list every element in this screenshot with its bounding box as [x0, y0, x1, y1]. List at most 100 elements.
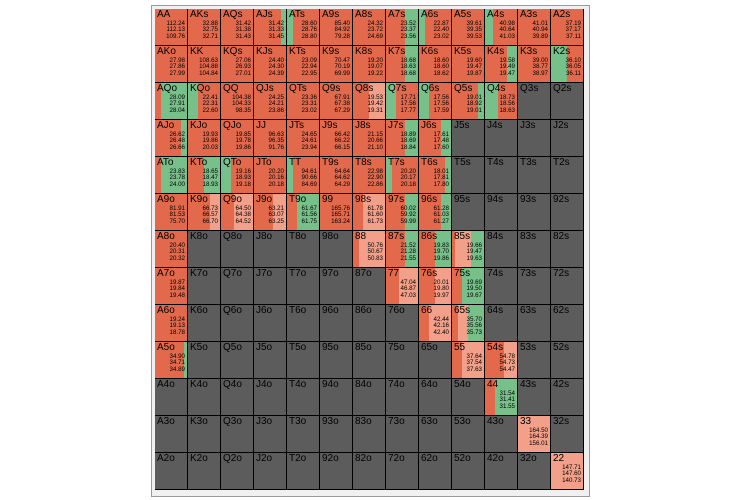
hand-cell-98s[interactable]: 98s 61.78 61.60 61.73 — [353, 194, 386, 231]
hand-cell-T5o[interactable]: T5o — [287, 342, 320, 379]
hand-cell-92s[interactable]: 92s — [551, 194, 584, 231]
hand-cell-54s[interactable]: 54s 54.78 54.73 54.47 — [485, 342, 518, 379]
hand-cell-A4o[interactable]: A4o — [155, 379, 188, 416]
hand-cell-Q5s[interactable]: Q5s 19.01 18.92 19.01 — [452, 83, 485, 120]
hand-cell-J2o[interactable]: J2o — [254, 453, 287, 490]
hand-cell-97o[interactable]: 97o — [320, 268, 353, 305]
hand-cell-QQ[interactable]: QQ 104.38 104.33 98.35 — [221, 83, 254, 120]
hand-cell-44[interactable]: 44 31.54 31.41 31.55 — [485, 379, 518, 416]
hand-cell-A6o[interactable]: A6o 19.24 19.13 18.78 — [155, 305, 188, 342]
hand-cell-66[interactable]: 66 42.44 42.16 42.40 — [419, 305, 452, 342]
hand-cell-98o[interactable]: 98o — [320, 231, 353, 268]
hand-cell-Q7s[interactable]: Q7s 17.71 17.56 17.77 — [386, 83, 419, 120]
hand-cell-Q4o[interactable]: Q4o — [221, 379, 254, 416]
hand-cell-84s[interactable]: 84s — [485, 231, 518, 268]
hand-cell-Q8s[interactable]: Q8s 19.53 19.42 19.31 — [353, 83, 386, 120]
hand-cell-K8s[interactable]: K8s 19.20 19.07 19.22 — [353, 46, 386, 83]
hand-cell-22[interactable]: 22 147.71 147.60 140.73 — [551, 453, 584, 490]
hand-cell-95o[interactable]: 95o — [320, 342, 353, 379]
hand-cell-83s[interactable]: 83s — [518, 231, 551, 268]
hand-cell-K2o[interactable]: K2o — [188, 453, 221, 490]
hand-cell-JTs[interactable]: JTs 24.65 24.61 23.94 — [287, 120, 320, 157]
hand-cell-Q3o[interactable]: Q3o — [221, 416, 254, 453]
hand-cell-KJo[interactable]: KJo 19.93 19.86 20.03 — [188, 120, 221, 157]
hand-cell-T9o[interactable]: T9o 61.67 61.56 61.75 — [287, 194, 320, 231]
hand-cell-Q2o[interactable]: Q2o — [221, 453, 254, 490]
hand-cell-A9o[interactable]: A9o 81.91 81.53 75.70 — [155, 194, 188, 231]
hand-cell-AJs[interactable]: AJs 31.42 31.33 31.45 — [254, 9, 287, 46]
hand-cell-86s[interactable]: 86s 19.83 19.70 19.86 — [419, 231, 452, 268]
hand-cell-J7s[interactable]: J7s 18.89 18.69 18.84 — [386, 120, 419, 157]
hand-cell-83o[interactable]: 83o — [353, 416, 386, 453]
hand-cell-43s[interactable]: 43s — [518, 379, 551, 416]
hand-cell-K7s[interactable]: K7s 18.68 18.63 18.68 — [386, 46, 419, 83]
hand-cell-94o[interactable]: 94o — [320, 379, 353, 416]
hand-cell-T9s[interactable]: T9s 64.64 64.62 64.29 — [320, 157, 353, 194]
hand-cell-K3o[interactable]: K3o — [188, 416, 221, 453]
hand-cell-T8s[interactable]: T8s 22.98 22.90 22.86 — [353, 157, 386, 194]
hand-cell-T2s[interactable]: T2s — [551, 157, 584, 194]
hand-cell-75s[interactable]: 75s 19.69 19.50 19.67 — [452, 268, 485, 305]
hand-cell-T8o[interactable]: T8o — [287, 231, 320, 268]
hand-cell-QTs[interactable]: QTs 23.36 23.31 23.02 — [287, 83, 320, 120]
hand-cell-Q4s[interactable]: Q4s 18.73 18.56 18.63 — [485, 83, 518, 120]
hand-cell-T3o[interactable]: T3o — [287, 416, 320, 453]
hand-cell-KK[interactable]: KK 108.63 104.88 104.84 — [188, 46, 221, 83]
hand-cell-T5s[interactable]: T5s — [452, 157, 485, 194]
hand-cell-82o[interactable]: 82o — [353, 453, 386, 490]
hand-cell-AKo[interactable]: AKo 27.98 27.86 27.99 — [155, 46, 188, 83]
hand-cell-T6s[interactable]: T6s 18.01 17.81 17.80 — [419, 157, 452, 194]
hand-cell-J8s[interactable]: J8s 21.15 20.66 21.10 — [353, 120, 386, 157]
hand-cell-KJs[interactable]: KJs 24.40 24.30 24.39 — [254, 46, 287, 83]
hand-cell-73o[interactable]: 73o — [386, 416, 419, 453]
hand-cell-96o[interactable]: 96o — [320, 305, 353, 342]
hand-cell-AQs[interactable]: AQs 31.42 31.38 31.43 — [221, 9, 254, 46]
hand-cell-95s[interactable]: 95s — [452, 194, 485, 231]
hand-cell-63s[interactable]: 63s — [518, 305, 551, 342]
hand-cell-82s[interactable]: 82s — [551, 231, 584, 268]
hand-cell-K4o[interactable]: K4o — [188, 379, 221, 416]
hand-cell-42o[interactable]: 42o — [485, 453, 518, 490]
hand-cell-55[interactable]: 55 37.64 37.54 37.63 — [452, 342, 485, 379]
hand-cell-A8s[interactable]: A8s 24.32 23.72 24.69 — [353, 9, 386, 46]
hand-cell-Q8o[interactable]: Q8o — [221, 231, 254, 268]
hand-cell-32s[interactable]: 32s — [551, 416, 584, 453]
hand-cell-J5s[interactable]: J5s — [452, 120, 485, 157]
hand-cell-ATo[interactable]: ATo 23.83 23.78 24.00 — [155, 157, 188, 194]
hand-cell-A5s[interactable]: A5s 39.61 39.35 39.53 — [452, 9, 485, 46]
hand-cell-A7s[interactable]: A7s 23.52 23.37 23.56 — [386, 9, 419, 46]
hand-cell-T4s[interactable]: T4s — [485, 157, 518, 194]
hand-cell-96s[interactable]: 96s 61.28 61.03 61.27 — [419, 194, 452, 231]
hand-cell-Q6o[interactable]: Q6o — [221, 305, 254, 342]
hand-cell-72s[interactable]: 72s — [551, 268, 584, 305]
hand-cell-J6s[interactable]: J6s 17.61 17.48 17.60 — [419, 120, 452, 157]
hand-cell-QJo[interactable]: QJo 19.85 19.78 19.86 — [221, 120, 254, 157]
hand-cell-A7o[interactable]: A7o 19.87 19.84 19.48 — [155, 268, 188, 305]
hand-cell-A8o[interactable]: A8o 20.40 20.31 20.32 — [155, 231, 188, 268]
hand-cell-K2s[interactable]: K2s 36.10 36.05 36.11 — [551, 46, 584, 83]
hand-cell-Q9o[interactable]: Q9o 64.50 64.38 64.52 — [221, 194, 254, 231]
hand-cell-T7s[interactable]: T7s 20.20 20.17 20.18 — [386, 157, 419, 194]
hand-cell-85o[interactable]: 85o — [353, 342, 386, 379]
hand-cell-65o[interactable]: 65o — [419, 342, 452, 379]
hand-cell-76o[interactable]: 76o — [386, 305, 419, 342]
hand-cell-65s[interactable]: 65s 35.70 35.56 35.73 — [452, 305, 485, 342]
hand-cell-88[interactable]: 88 50.76 50.67 50.83 — [353, 231, 386, 268]
hand-cell-AJo[interactable]: AJo 26.62 26.48 26.66 — [155, 120, 188, 157]
hand-cell-TT[interactable]: TT 94.61 90.66 84.69 — [287, 157, 320, 194]
hand-cell-A9s[interactable]: A9s 85.40 84.92 79.28 — [320, 9, 353, 46]
hand-cell-A3o[interactable]: A3o — [155, 416, 188, 453]
hand-cell-32o[interactable]: 32o — [518, 453, 551, 490]
hand-cell-K8o[interactable]: K8o — [188, 231, 221, 268]
hand-cell-J4o[interactable]: J4o — [254, 379, 287, 416]
hand-cell-53s[interactable]: 53s — [518, 342, 551, 379]
hand-cell-J3s[interactable]: J3s — [518, 120, 551, 157]
hand-cell-K9o[interactable]: K9o 66.73 66.57 66.70 — [188, 194, 221, 231]
hand-cell-A2s[interactable]: A2s 37.19 37.17 37.11 — [551, 9, 584, 46]
hand-cell-JJ[interactable]: JJ 96.63 96.35 91.76 — [254, 120, 287, 157]
hand-cell-62o[interactable]: 62o — [419, 453, 452, 490]
hand-cell-62s[interactable]: 62s — [551, 305, 584, 342]
hand-cell-K5s[interactable]: K5s 19.60 19.47 19.87 — [452, 46, 485, 83]
hand-cell-74s[interactable]: 74s — [485, 268, 518, 305]
hand-cell-Q9s[interactable]: Q9s 67.91 67.38 67.29 — [320, 83, 353, 120]
